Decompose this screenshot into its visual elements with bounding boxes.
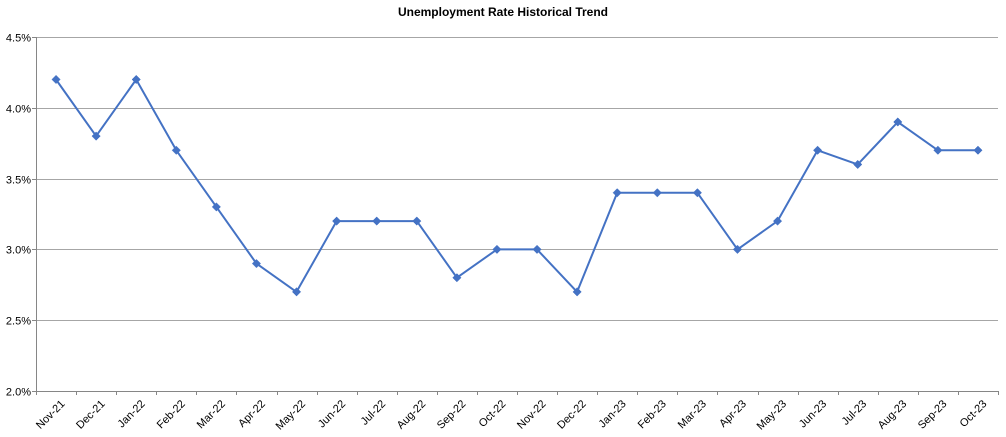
data-point-marker: [51, 74, 61, 85]
x-tick-label: Nov-21: [34, 398, 68, 432]
data-point-marker: [91, 131, 101, 141]
x-tick-label: Aug-23: [876, 398, 910, 432]
x-tick-label: Oct-22: [477, 398, 509, 430]
data-point-marker: [291, 287, 302, 297]
x-tick-label: Jun-22: [316, 398, 348, 430]
y-tick-label: 2.5%: [6, 316, 31, 328]
data-point-marker: [933, 145, 943, 155]
x-tick-label: Jan-22: [116, 398, 148, 430]
x-tick-label: May-22: [274, 398, 308, 432]
x-tick-label: Sep-23: [916, 398, 950, 432]
data-point-marker: [412, 216, 422, 226]
y-tick-label: 3.5%: [6, 175, 31, 187]
axes: [32, 37, 999, 395]
chart-title: Unemployment Rate Historical Trend: [397, 5, 609, 19]
data-point-marker: [532, 244, 542, 254]
data-point-marker: [732, 244, 743, 254]
x-tick-label: Mar-22: [195, 398, 228, 431]
x-tick-label: Jul-22: [359, 398, 389, 428]
x-tick-label: Feb-23: [636, 398, 669, 431]
x-tick-label: Sep-22: [435, 398, 469, 432]
data-point-marker: [452, 273, 462, 283]
data-point-marker: [372, 216, 382, 226]
series: [51, 74, 983, 297]
data-point-marker: [853, 159, 863, 169]
data-point-marker: [692, 188, 702, 198]
data-point-marker: [612, 188, 622, 198]
y-tick-label: 2.0%: [6, 387, 31, 399]
data-point-marker: [973, 145, 983, 155]
data-point-marker: [211, 202, 221, 212]
x-tick-label: Apr-23: [717, 398, 749, 430]
x-tick-label: Aug-22: [395, 398, 429, 432]
x-tick-label: Jul-23: [840, 398, 870, 428]
data-point-marker: [893, 117, 903, 127]
x-tick-label: May-23: [755, 398, 789, 432]
series-line: [55, 78, 978, 293]
data-point-marker: [171, 145, 181, 155]
x-tick-label: Apr-22: [236, 398, 268, 430]
y-tick-label: 4.5%: [6, 33, 31, 45]
x-tick-label: Dec-21: [74, 398, 108, 432]
x-tick-label: Feb-22: [155, 398, 188, 431]
gridlines: [36, 37, 998, 321]
x-tick-label: Oct-23: [958, 398, 990, 430]
data-point-marker: [251, 259, 262, 269]
x-tick-label: Jun-23: [797, 398, 829, 430]
data-point-marker: [652, 188, 662, 198]
x-tick-label: Jan-23: [597, 398, 629, 430]
y-tick-label: 4.0%: [6, 104, 31, 116]
y-axis-ticks: 2.0% 2.5% 3.0% 3.5% 4.0% 4.5%: [6, 33, 31, 399]
x-tick-label: Mar-23: [676, 398, 709, 431]
data-point-marker: [492, 244, 502, 254]
data-point-marker: [813, 145, 823, 155]
data-point-marker: [332, 216, 342, 226]
x-axis-ticks: Nov-21 Dec-21 Jan-22 Feb-22 Mar-22 Apr-22 May-…: [34, 398, 989, 432]
y-tick-label: 3.0%: [6, 245, 31, 257]
data-point-marker: [772, 216, 783, 226]
data-point-marker: [131, 74, 141, 85]
x-tick-label: Dec-22: [555, 398, 589, 432]
x-tick-label: Nov-22: [515, 398, 549, 432]
data-point-marker: [572, 287, 582, 297]
